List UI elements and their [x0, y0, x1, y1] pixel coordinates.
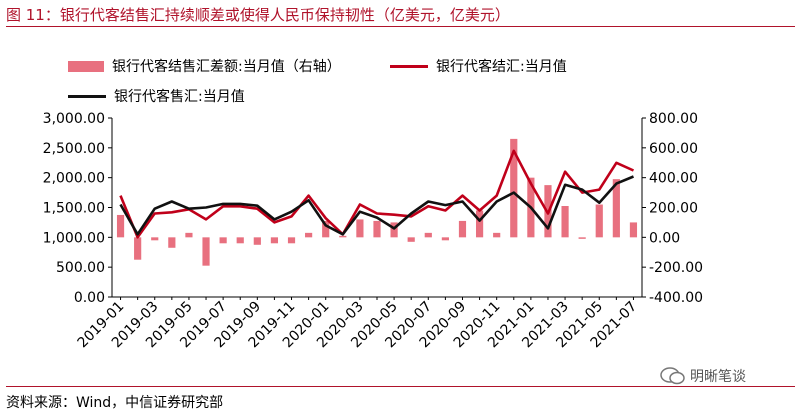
source-note: 资料来源：Wind，中信证券研究部 — [6, 395, 224, 411]
right-tick-label: -200.00 — [649, 260, 703, 276]
bar — [236, 237, 244, 244]
bar — [356, 219, 364, 238]
bar — [475, 210, 484, 238]
bar — [629, 222, 638, 238]
left-tick-label: 0.00 — [74, 290, 105, 306]
right-tick-label: 800.00 — [649, 111, 698, 127]
watermark-text: 明晰笔谈 — [690, 369, 746, 385]
legend-black-label: 银行代客售汇:当月值 — [114, 89, 245, 105]
legend-bar: 银行代客结售汇差额:当月值（右轴） — [68, 56, 341, 76]
left-tick-label: 2,000.00 — [43, 171, 105, 187]
bar — [219, 237, 227, 244]
legend-black-swatch — [68, 94, 106, 98]
bar — [493, 232, 501, 238]
wechat-icon — [660, 367, 685, 385]
left-tick-label: 3,000.00 — [43, 111, 105, 127]
right-tick-label: 200.00 — [649, 201, 698, 217]
right-tick-label: 0.00 — [649, 230, 680, 246]
legend-red-line: 银行代客结汇:当月值 — [390, 56, 567, 76]
left-tick-label: 2,500.00 — [43, 141, 105, 157]
right-tick-label: 600.00 — [649, 141, 698, 157]
bar — [612, 179, 620, 238]
right-tick-label: -400.00 — [649, 290, 703, 306]
bar — [287, 237, 296, 244]
left-tick-label: 1,500.00 — [43, 201, 105, 217]
title-divider — [6, 26, 795, 27]
bar — [185, 232, 193, 238]
bar — [134, 237, 142, 260]
bar — [116, 214, 125, 238]
legend-bar-swatch — [68, 60, 104, 72]
right-tick-label: 400.00 — [649, 171, 698, 187]
left-tick-label: 1,000.00 — [43, 230, 105, 246]
bar — [390, 222, 398, 238]
source-divider — [6, 386, 795, 387]
bar — [270, 237, 279, 244]
bar — [253, 237, 261, 245]
series-line-red — [119, 149, 635, 239]
bar — [322, 220, 330, 238]
bar — [441, 237, 449, 241]
bar — [510, 138, 518, 238]
chart-title: 图 11：银行代客结售汇持续顺差或使得人民币保持韧性（亿美元，亿美元） — [6, 6, 510, 24]
bar — [339, 235, 347, 238]
legend-black-line: 银行代客售汇:当月值 — [68, 86, 245, 106]
legend-red-swatch — [390, 64, 428, 68]
bar — [373, 220, 381, 238]
left-tick-label: 500.00 — [56, 260, 105, 276]
bar — [168, 237, 176, 248]
bar — [407, 237, 415, 242]
bar — [561, 206, 569, 238]
bar — [202, 237, 210, 266]
bar — [595, 204, 603, 238]
watermark: 明晰笔谈 — [660, 366, 746, 386]
series-line-black — [119, 175, 634, 236]
legend-bar-label: 银行代客结售汇差额:当月值（右轴） — [112, 59, 341, 75]
bar — [305, 232, 313, 238]
legend-red-label: 银行代客结汇:当月值 — [436, 59, 567, 75]
bar — [424, 232, 432, 238]
bar — [458, 220, 467, 238]
bar — [578, 237, 586, 239]
bar — [151, 237, 159, 241]
